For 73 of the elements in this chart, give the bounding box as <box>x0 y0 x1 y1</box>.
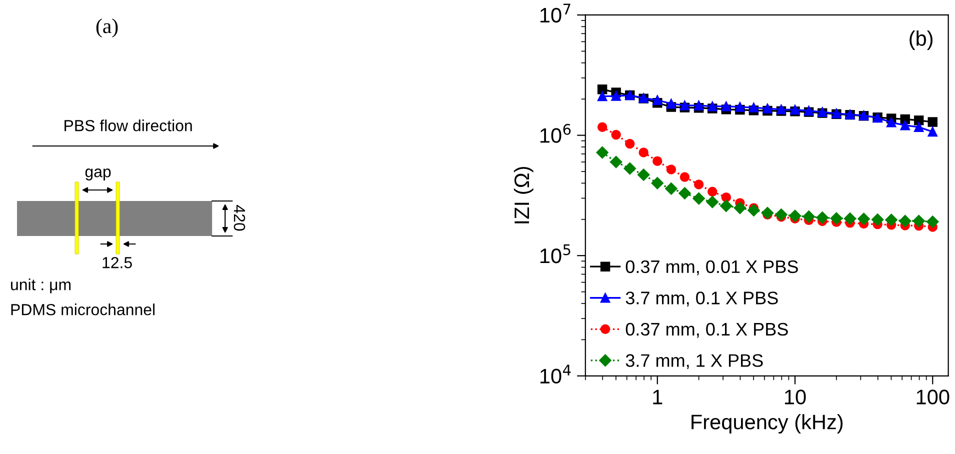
point <box>775 208 788 221</box>
point <box>802 210 815 223</box>
point <box>735 102 745 112</box>
text: 12.5 <box>102 256 132 268</box>
point <box>761 206 774 220</box>
point <box>914 122 924 132</box>
point <box>912 214 925 228</box>
point <box>694 180 704 190</box>
point <box>706 196 718 208</box>
point <box>928 126 938 137</box>
legend-label: 0.37 mm, 0.01 X PBS <box>626 260 798 276</box>
x-tick-label: 10 <box>785 390 806 404</box>
text: unit : μm <box>11 278 71 294</box>
y-tick-label: 10$^{5}$ <box>540 244 570 264</box>
point <box>816 211 828 224</box>
point <box>651 177 664 190</box>
point <box>624 162 636 175</box>
legend-label: 3.7 mm, 1 X PBS <box>626 354 763 370</box>
point <box>596 146 608 159</box>
point <box>748 102 759 112</box>
x-tick-label: 1 <box>653 390 662 404</box>
point <box>899 214 912 228</box>
point <box>762 104 772 114</box>
point <box>844 212 856 225</box>
x-tick-label: 100 <box>916 390 950 404</box>
point <box>665 182 678 195</box>
point <box>652 156 662 166</box>
point <box>928 117 938 127</box>
point <box>610 156 622 168</box>
y-tick-label: 10$^{7}$ <box>540 4 570 23</box>
point <box>708 186 718 197</box>
point <box>871 214 884 226</box>
point <box>720 200 732 212</box>
text: PBS flow direction <box>64 120 192 132</box>
point <box>637 168 650 181</box>
point <box>721 101 732 112</box>
point <box>597 91 608 102</box>
annotation: (b) <box>910 30 933 50</box>
y-tick-label: 10$^{6}$ <box>540 124 571 143</box>
point <box>680 172 690 182</box>
text: 420 <box>234 205 246 231</box>
point <box>692 192 705 205</box>
point <box>721 192 732 202</box>
point <box>666 98 676 109</box>
point <box>597 84 608 94</box>
point <box>694 100 704 110</box>
point <box>597 122 608 132</box>
x-axis-title: Frequency (kHz) <box>692 414 843 434</box>
point <box>900 120 910 130</box>
point <box>788 210 802 222</box>
point <box>734 202 746 214</box>
point <box>748 204 760 216</box>
point <box>885 214 898 226</box>
point <box>914 116 924 126</box>
point <box>611 130 621 140</box>
point <box>652 95 662 105</box>
legend-label: 3.7 mm, 0.1 X PBS <box>626 292 778 307</box>
point <box>678 187 691 200</box>
text: PDMS microchannel <box>11 304 155 316</box>
point <box>858 212 870 225</box>
point <box>638 148 648 158</box>
y-axis-title: IZI (Ω) <box>514 166 534 224</box>
text: (a) <box>96 18 118 38</box>
point <box>708 101 718 112</box>
point <box>611 91 621 101</box>
legend-label: 0.37 mm, 0.1 X PBS <box>626 322 788 338</box>
point <box>886 118 896 128</box>
point <box>830 212 843 224</box>
point <box>926 216 939 228</box>
y-tick-label: 10$^{4}$ <box>540 364 571 384</box>
point <box>666 164 676 174</box>
text: gap <box>85 168 111 180</box>
point <box>624 138 635 149</box>
